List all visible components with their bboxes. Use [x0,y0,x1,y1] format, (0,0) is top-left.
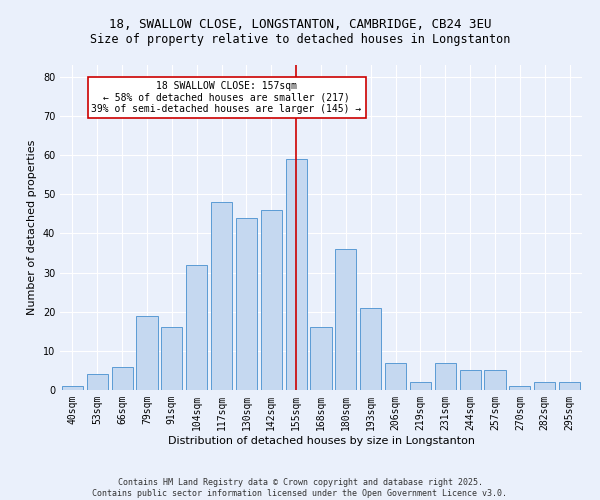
Bar [484,370,506,390]
Bar [335,249,356,390]
Bar [509,386,530,390]
Bar [310,328,332,390]
Bar [385,362,406,390]
Bar [559,382,580,390]
Bar [236,218,257,390]
Bar [435,362,456,390]
Bar [211,202,232,390]
Bar [112,366,133,390]
Bar [286,159,307,390]
Bar [186,264,207,390]
Text: Contains HM Land Registry data © Crown copyright and database right 2025.
Contai: Contains HM Land Registry data © Crown c… [92,478,508,498]
Bar [161,328,182,390]
Bar [410,382,431,390]
Bar [136,316,158,390]
Bar [87,374,108,390]
Y-axis label: Number of detached properties: Number of detached properties [27,140,37,315]
Bar [360,308,381,390]
Text: 18, SWALLOW CLOSE, LONGSTANTON, CAMBRIDGE, CB24 3EU: 18, SWALLOW CLOSE, LONGSTANTON, CAMBRIDG… [109,18,491,30]
Bar [62,386,83,390]
Bar [261,210,282,390]
Text: Size of property relative to detached houses in Longstanton: Size of property relative to detached ho… [90,32,510,46]
X-axis label: Distribution of detached houses by size in Longstanton: Distribution of detached houses by size … [167,436,475,446]
Text: 18 SWALLOW CLOSE: 157sqm
← 58% of detached houses are smaller (217)
39% of semi-: 18 SWALLOW CLOSE: 157sqm ← 58% of detach… [91,80,362,114]
Bar [460,370,481,390]
Bar [534,382,555,390]
